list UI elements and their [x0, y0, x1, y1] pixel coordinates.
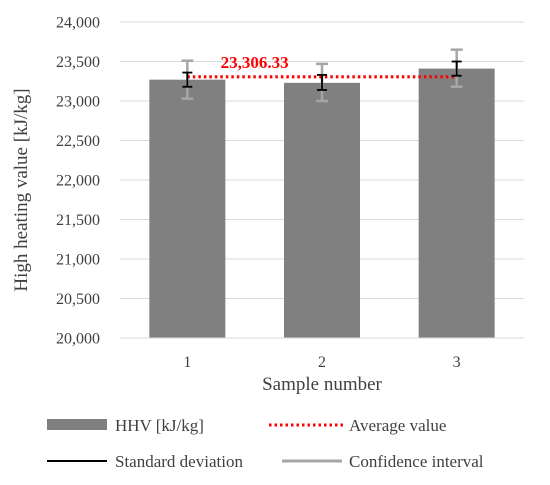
y-tick-label: 22,500 [56, 133, 100, 150]
average-line-group: 23,306.33 [187, 53, 457, 79]
standard-deviation-bars [182, 60, 462, 91]
y-tick-label: 24,000 [56, 15, 100, 32]
y-tick-label: 23,000 [56, 94, 100, 111]
standard-deviation-bar [182, 71, 193, 88]
average-value-label: 23,306.33 [221, 53, 289, 72]
x-axis-title: Sample number [262, 374, 382, 395]
y-tick-label: 21,000 [56, 252, 100, 269]
legend: HHV [kJ/kg] Average value Standard devia… [47, 416, 484, 471]
x-tick-label: 1 [183, 354, 191, 371]
x-tick-labels: 1 2 3 [183, 354, 460, 371]
y-tick-label: 20,000 [56, 331, 100, 348]
legend-item-standard-deviation: Standard deviation [47, 452, 243, 471]
y-tick-labels: 20,000 20,500 21,000 21,500 22,000 22,500 23,0… [56, 15, 100, 348]
standard-deviation-bar [317, 74, 327, 91]
y-tick-label: 20,500 [56, 291, 100, 308]
bar [418, 68, 495, 339]
standard-deviation-bar [451, 60, 462, 77]
x-tick-label: 3 [453, 354, 461, 371]
legend-swatch-hhv [47, 419, 107, 430]
legend-item-confidence-interval: Confidence interval [282, 452, 484, 471]
legend-label-confidence-interval: Confidence interval [349, 452, 484, 471]
legend-label-standard-deviation: Standard deviation [115, 452, 243, 471]
y-tick-label: 23,500 [56, 54, 100, 71]
legend-label-hhv: HHV [kJ/kg] [115, 416, 204, 435]
x-tick-label: 2 [318, 354, 326, 371]
legend-item-hhv: HHV [kJ/kg] [47, 416, 204, 435]
bar [149, 79, 226, 339]
y-tick-label: 21,500 [56, 212, 100, 229]
y-axis-title: High heating value [kJ/kg] [11, 88, 32, 291]
bars [149, 68, 495, 339]
bar [284, 82, 360, 338]
legend-label-average: Average value [349, 416, 446, 435]
legend-item-average: Average value [269, 416, 446, 435]
y-tick-label: 22,000 [56, 173, 100, 190]
